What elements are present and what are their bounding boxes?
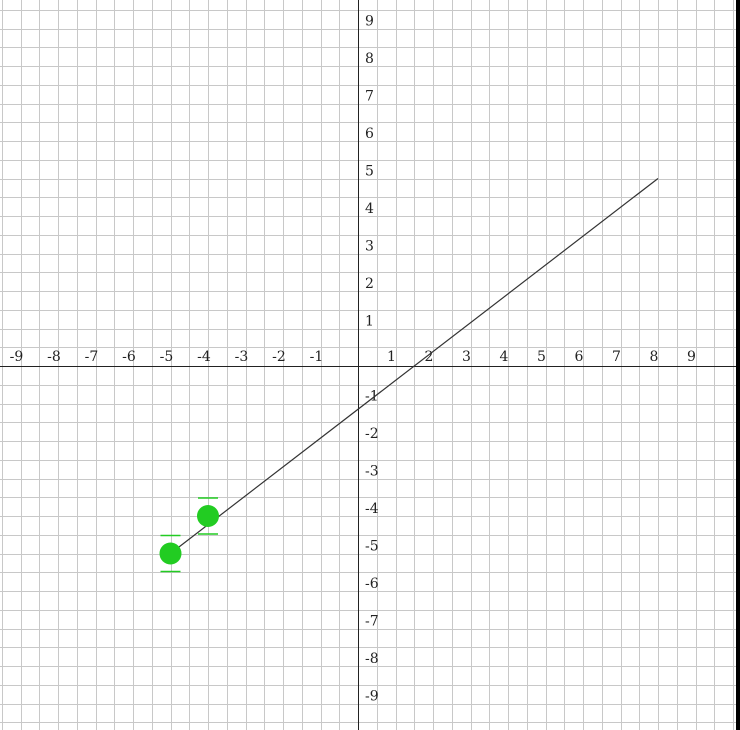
y-tick-label: 2 xyxy=(365,276,374,292)
x-tick-label: 4 xyxy=(500,349,509,365)
draggable-point[interactable] xyxy=(159,534,182,573)
y-tick-label: -1 xyxy=(365,389,379,405)
y-tick-label: 9 xyxy=(365,14,374,30)
x-tick-label: 9 xyxy=(687,349,696,365)
y-tick-label: 4 xyxy=(365,201,374,217)
y-tick-label: 8 xyxy=(365,51,374,67)
y-tick-label: -6 xyxy=(365,576,379,592)
y-tick-label: -4 xyxy=(365,501,379,517)
plot-series xyxy=(170,178,659,554)
x-tick-label: 8 xyxy=(650,349,659,365)
y-tick-label: 5 xyxy=(365,164,374,180)
x-tick-label: -5 xyxy=(160,349,174,365)
y-tick-label: -7 xyxy=(365,614,379,630)
draggable-point[interactable] xyxy=(197,497,219,535)
plotted-line xyxy=(170,178,659,554)
x-tick-label: -4 xyxy=(197,349,211,365)
point-marker[interactable] xyxy=(197,505,219,527)
y-tick-label: 7 xyxy=(365,89,374,105)
x-tick-label: -9 xyxy=(10,349,24,365)
x-tick-label: 6 xyxy=(575,349,584,365)
x-tick-label: -1 xyxy=(310,349,324,365)
y-tick-label: 6 xyxy=(365,126,374,142)
y-tick-label: -3 xyxy=(365,464,379,480)
draggable-points[interactable] xyxy=(159,497,220,573)
y-tick-label: -5 xyxy=(365,539,379,555)
x-tick-label: -2 xyxy=(272,349,286,365)
y-tick-label: 3 xyxy=(365,239,374,255)
y-tick-label: -2 xyxy=(365,426,379,442)
point-marker[interactable] xyxy=(159,542,182,565)
x-tick-label: -3 xyxy=(235,349,249,365)
x-tick-label: -8 xyxy=(47,349,61,365)
x-tick-label: 1 xyxy=(387,349,396,365)
y-tick-label: -8 xyxy=(365,651,379,667)
x-tick-label: 5 xyxy=(537,349,546,365)
tick-labels: -9 -8 -7 -6 -5 -4 -3 -2 -1 1 2 3 4 5 6 7 8 9 9 8 7 6 5 4 3 2 1 -1 -2… xyxy=(10,14,696,705)
x-tick-label: 2 xyxy=(425,349,434,365)
x-tick-label: -6 xyxy=(122,349,136,365)
x-tick-label: 7 xyxy=(612,349,621,365)
y-tick-label: -9 xyxy=(365,689,379,705)
y-tick-label: 1 xyxy=(365,314,374,330)
x-tick-label: -7 xyxy=(85,349,99,365)
x-tick-label: 3 xyxy=(462,349,471,365)
